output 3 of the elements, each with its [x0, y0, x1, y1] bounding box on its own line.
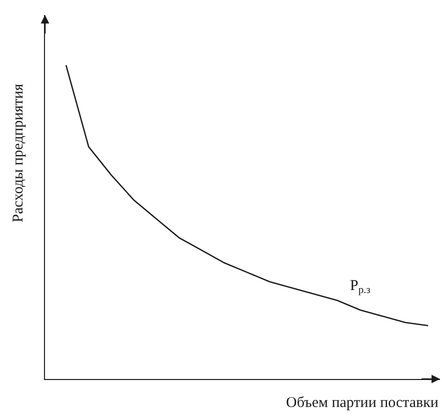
x-axis-title: Объем партии поставки: [286, 395, 438, 411]
series-label: P$_{р.з}$: [350, 278, 370, 296]
y-axis-title: Расходы предприятия: [10, 84, 27, 222]
